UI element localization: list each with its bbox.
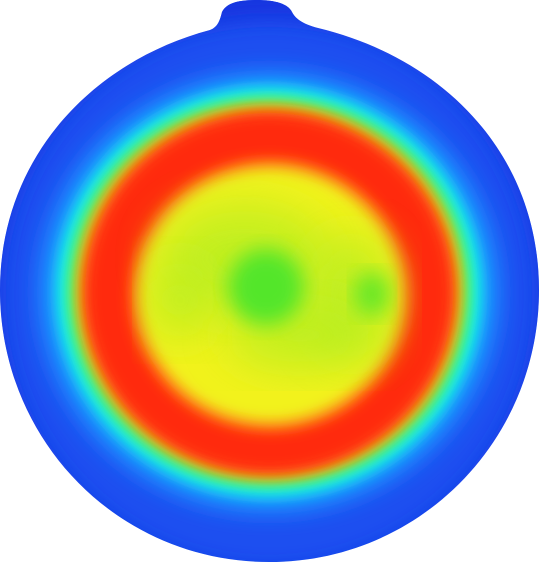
lime-patch	[150, 260, 210, 340]
right-green-spot	[354, 272, 390, 316]
center-green-spot	[228, 249, 304, 325]
